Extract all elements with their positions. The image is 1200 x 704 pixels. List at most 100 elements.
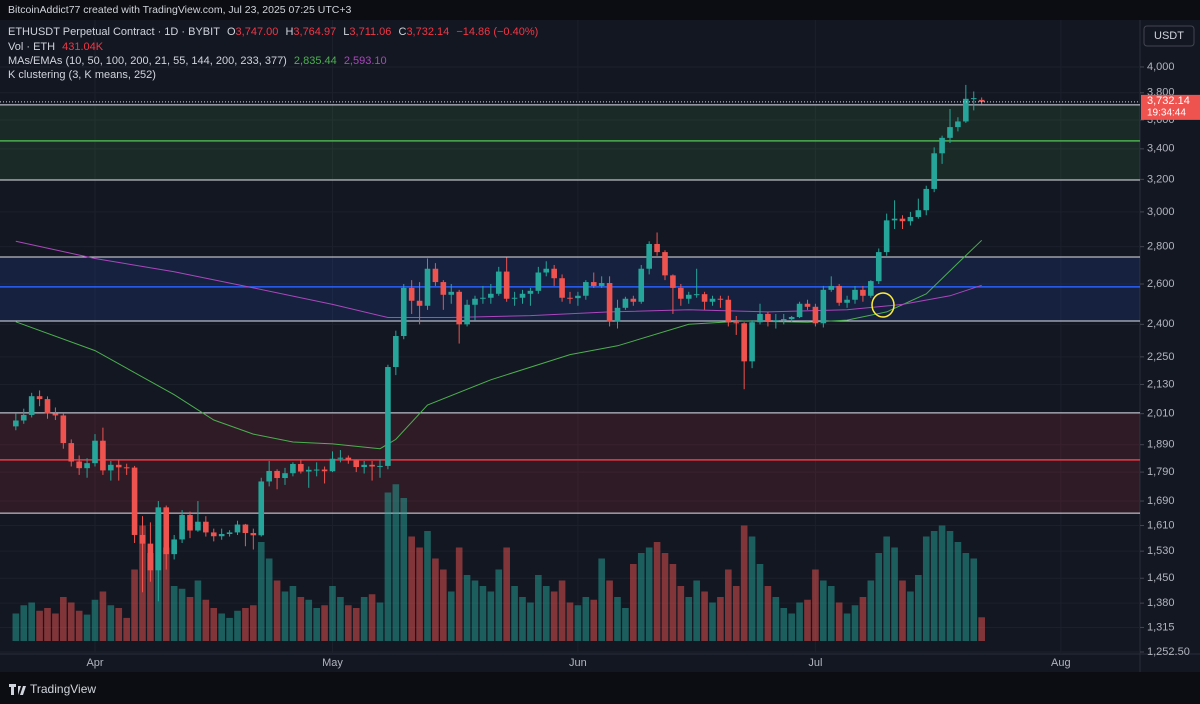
volume-bar <box>305 599 313 641</box>
volume-bar <box>535 575 542 641</box>
candle-body <box>646 243 652 269</box>
volume-bar <box>289 586 297 641</box>
volume-bar <box>527 602 534 641</box>
candle-body <box>242 524 249 534</box>
y-tick-label: 2,130 <box>1147 378 1175 390</box>
candle-body <box>424 268 431 306</box>
candle-body <box>836 285 842 303</box>
volume-bar <box>907 591 914 641</box>
candle-body <box>20 414 27 421</box>
candle-body <box>321 469 328 472</box>
candle-body <box>583 282 589 296</box>
candle-body <box>13 420 19 427</box>
candle-body <box>511 297 518 299</box>
y-tick-label: 1,890 <box>1147 439 1175 451</box>
open: 3,747.00 <box>235 26 279 38</box>
y-tick-label: 2,400 <box>1147 318 1175 330</box>
candle-body <box>598 283 605 286</box>
candle-body <box>488 293 494 298</box>
legend-row: MAs/EMAs (10, 50, 100, 200, 21, 55, 144,… <box>8 55 391 67</box>
volume-bar <box>242 608 249 641</box>
volume-bar <box>835 602 843 641</box>
candle-body <box>464 304 470 325</box>
candle-body <box>725 299 732 323</box>
y-tick-label: 2,010 <box>1147 408 1175 420</box>
candle-body <box>139 534 146 544</box>
candle-body <box>709 298 716 302</box>
volume-bar <box>52 613 59 641</box>
volume-name: Vol · ETH <box>8 41 56 53</box>
volume-bar <box>257 542 265 641</box>
volume-bar <box>717 597 724 641</box>
y-tick-label: 3,200 <box>1147 173 1175 185</box>
price-label: 3,732.14 <box>1147 95 1190 107</box>
volume-bar <box>796 602 803 641</box>
caption-text: BitcoinAddict77 created with TradingView… <box>8 4 352 16</box>
candle-body <box>92 440 98 464</box>
volume-bar <box>804 599 811 641</box>
candle-body <box>701 294 708 302</box>
volume-bar <box>598 558 605 641</box>
volume-bar <box>820 580 827 641</box>
y-tick-label: 1,610 <box>1147 519 1175 531</box>
volume-bar <box>637 553 645 641</box>
volume-bar <box>440 569 447 641</box>
candle-body <box>685 294 692 299</box>
y-tick-label: 1,690 <box>1147 495 1175 507</box>
volume-bar <box>788 613 795 641</box>
candle-body <box>432 268 439 283</box>
low: 3,711.06 <box>349 26 392 38</box>
ma-line <box>15 239 983 450</box>
volume-bar <box>226 617 233 641</box>
volume-bar <box>780 608 788 641</box>
volume-bar <box>83 614 91 641</box>
candle-body <box>947 127 953 138</box>
volume-bar <box>20 605 28 641</box>
candle-body <box>820 289 827 324</box>
volume-bar <box>922 536 930 641</box>
candle-body <box>203 521 209 533</box>
ma-value: 2,593.10 <box>343 55 387 67</box>
volume-bar <box>542 586 550 641</box>
y-tick-label: 4,000 <box>1147 61 1175 73</box>
volume-bar <box>67 602 75 641</box>
candle-body <box>527 290 534 294</box>
volume-bar <box>978 617 985 641</box>
candle-body <box>931 153 937 189</box>
volume-bar <box>812 569 819 641</box>
candle-body <box>337 457 344 459</box>
volume-bar <box>875 553 883 641</box>
x-tick-label: Aug <box>1051 657 1071 669</box>
volume-bar <box>677 586 685 641</box>
volume-bar <box>946 531 954 641</box>
candle-body <box>123 467 130 469</box>
footer <box>0 672 1200 704</box>
volume-bar <box>416 547 423 641</box>
highlight-circle <box>871 292 895 318</box>
volume-bar <box>75 610 83 641</box>
x-tick-label: May <box>322 657 343 669</box>
candle-body <box>923 188 930 211</box>
candle-body <box>282 473 288 479</box>
candle-body <box>875 252 882 282</box>
volume-bar <box>938 525 946 641</box>
candle-body <box>630 298 637 302</box>
volume-bar <box>194 580 202 641</box>
candle-body <box>68 443 75 462</box>
candle-body <box>408 287 415 301</box>
top-bar <box>0 0 1200 20</box>
volume-bar <box>574 605 582 641</box>
volume-bar <box>162 547 170 641</box>
volume-bar <box>915 575 922 641</box>
volume-bar <box>495 569 503 641</box>
y-tick-label: 1,252.50 <box>1147 646 1190 658</box>
candle-body <box>780 319 787 321</box>
candle-body <box>218 534 225 537</box>
candle-body <box>448 291 455 295</box>
candle-body <box>622 298 629 308</box>
candle-body <box>868 281 874 296</box>
y-tick-label: 1,790 <box>1147 466 1175 478</box>
candle-body <box>258 481 265 536</box>
candle-body <box>614 307 621 322</box>
